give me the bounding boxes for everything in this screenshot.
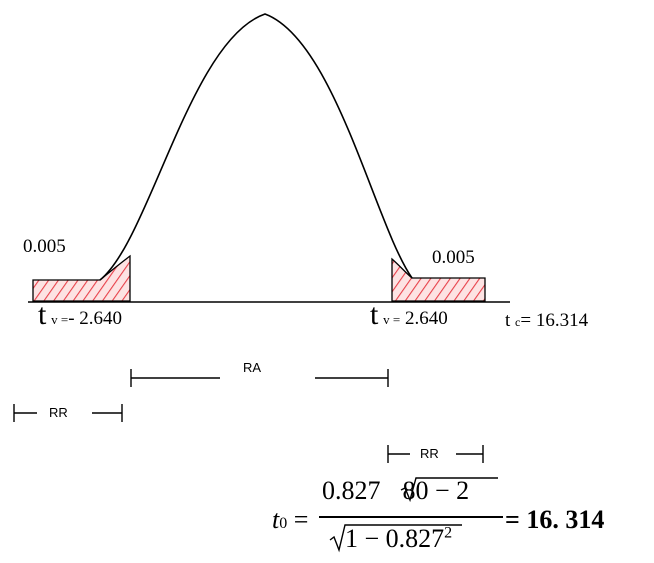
right-tail-region <box>391 257 486 302</box>
left-alpha-label: 0.005 <box>23 236 66 257</box>
bell-curve <box>99 13 413 281</box>
left-rejection-bracket <box>13 404 123 422</box>
right-rejection-bracket <box>387 445 484 463</box>
right-rejection-label: RR <box>420 446 439 461</box>
right-alpha-label: 0.005 <box>432 247 475 268</box>
formula-result: = 16. 314 <box>505 505 605 534</box>
formula-numerator: 0.827 80 − 2 <box>322 476 470 505</box>
calculated-t-value: t c= 16.314 <box>505 310 589 331</box>
acceptance-region-bracket <box>130 369 389 387</box>
right-critical-value: t v = 2.640 <box>370 298 448 331</box>
formula-radicals <box>329 477 498 553</box>
left-rejection-label: RR <box>49 405 68 420</box>
fraction-bar <box>319 516 503 518</box>
formula-lhs: t0 = <box>272 505 309 534</box>
left-critical-value: t v =- 2.640 <box>38 298 123 331</box>
acceptance-region-label: RA <box>243 360 262 375</box>
formula-denominator: 1 − 0.8272 <box>345 524 453 553</box>
